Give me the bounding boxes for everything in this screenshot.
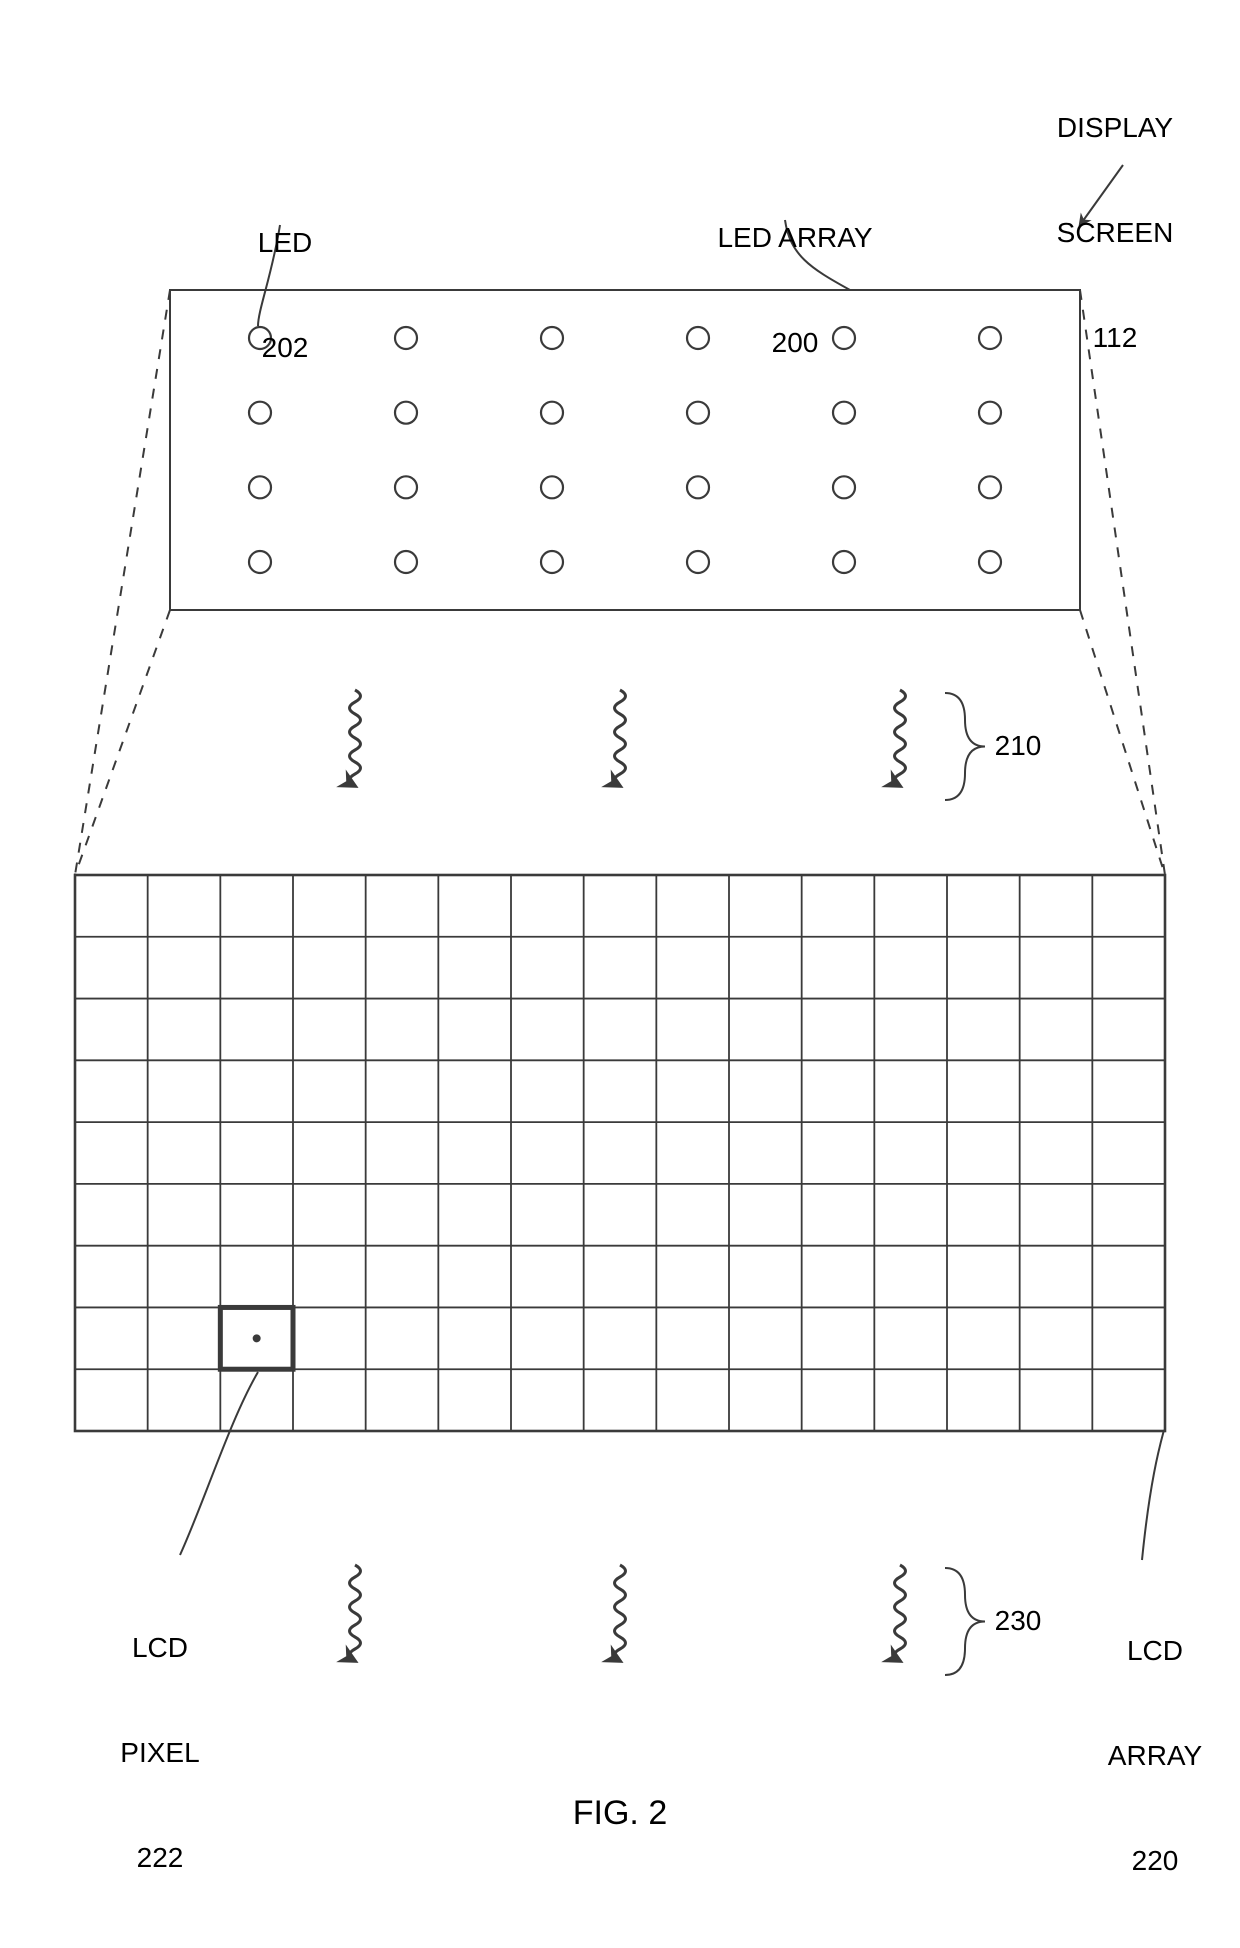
display-screen-num: 112 [1020, 320, 1210, 355]
display-screen-line1: DISPLAY [1020, 110, 1210, 145]
led-array-text: LED ARRAY [700, 220, 890, 255]
led-text: LED [235, 225, 335, 260]
led-label: LED 202 [235, 155, 335, 435]
led-array-label: LED ARRAY 200 [700, 150, 890, 430]
lcd-array-label: LCD ARRAY 220 [1090, 1563, 1220, 1948]
led-array-num: 200 [700, 325, 890, 360]
light1-num: 210 [978, 728, 1058, 763]
led-num: 202 [235, 330, 335, 365]
figure-caption: FIG. 2 [540, 1792, 700, 1835]
light2-num: 230 [978, 1603, 1058, 1638]
figure-canvas: DISPLAY SCREEN 112 LED ARRAY 200 LED 202… [0, 0, 1240, 1868]
display-screen-label: DISPLAY SCREEN 112 [1020, 40, 1210, 425]
lcd-pixel-label: LCD PIXEL 222 [100, 1560, 220, 1945]
display-screen-line2: SCREEN [1020, 215, 1210, 250]
